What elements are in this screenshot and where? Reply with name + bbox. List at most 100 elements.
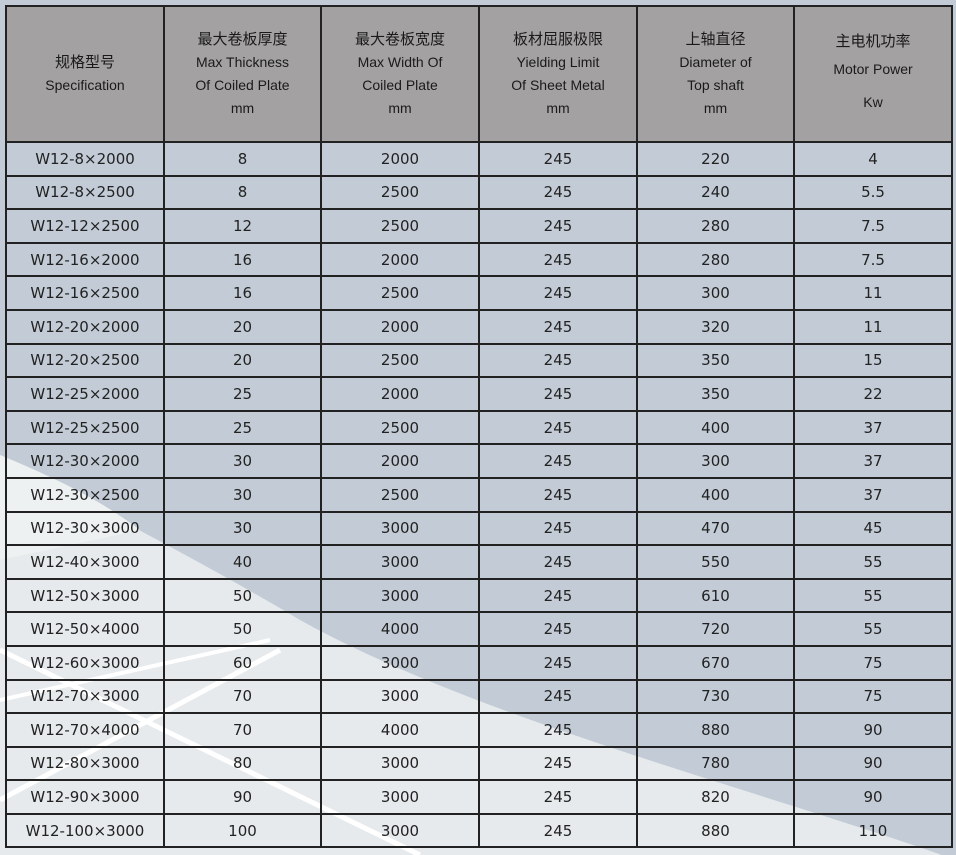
cell-yielding-limit: 245 [478, 376, 638, 412]
cell-specification: W12-30×2500 [5, 476, 165, 513]
cell-yielding-limit: 245 [478, 275, 638, 311]
table-row: W12-80×3000 80 3000 245 780 90 [5, 745, 953, 782]
cell-specification: W12-80×3000 [5, 745, 165, 782]
cell-specification: W12-90×3000 [5, 779, 165, 815]
cell-specification: W12-12×2500 [5, 208, 165, 244]
cell-max-width: 3000 [320, 678, 480, 715]
cell-top-shaft-diameter: 880 [636, 712, 795, 748]
table-row: W12-16×2000 16 2000 245 280 7.5 [5, 241, 953, 278]
header-line: Top shaft [687, 77, 744, 93]
cell-max-width: 3000 [320, 745, 480, 782]
header-line: 最大卷板厚度 [197, 31, 288, 48]
cell-motor-power: 55 [793, 611, 953, 647]
cell-top-shaft-diameter: 280 [636, 241, 795, 278]
cell-yielding-limit: 245 [478, 208, 638, 244]
header-top-shaft-diameter: 上轴直径 Diameter of Top shaft mm [636, 5, 795, 143]
table-row: W12-8×2000 8 2000 245 220 4 [5, 141, 953, 177]
cell-max-width: 2500 [320, 208, 480, 244]
cell-max-thickness: 20 [163, 342, 322, 379]
cell-max-width: 2500 [320, 174, 480, 211]
table-row: W12-70×4000 70 4000 245 880 90 [5, 712, 953, 748]
cell-specification: W12-25×2000 [5, 376, 165, 412]
cell-motor-power: 75 [793, 678, 953, 715]
cell-top-shaft-diameter: 720 [636, 611, 795, 647]
cell-motor-power: 4 [793, 141, 953, 177]
header-line: Diameter of [679, 54, 752, 70]
header-motor-power: 主电机功率 Motor Power Kw [793, 5, 953, 143]
cell-yielding-limit: 245 [478, 611, 638, 647]
cell-specification: W12-30×2000 [5, 443, 165, 479]
spec-table: 规格型号 Specification 最大卷板厚度 Max Thickness Of C… [5, 5, 953, 849]
header-line: 最大卷板宽度 [354, 31, 445, 48]
cell-specification: W12-50×3000 [5, 577, 165, 614]
cell-max-thickness: 30 [163, 476, 322, 513]
header-line: Of Coiled Plate [195, 77, 290, 93]
cell-max-thickness: 25 [163, 376, 322, 412]
cell-yielding-limit: 245 [478, 409, 638, 446]
cell-top-shaft-diameter: 880 [636, 812, 795, 849]
header-line: 板材屈服极限 [512, 31, 603, 48]
cell-specification: W12-70×4000 [5, 712, 165, 748]
table-row: W12-12×2500 12 2500 245 280 7.5 [5, 208, 953, 244]
cell-max-thickness: 40 [163, 544, 322, 580]
cell-top-shaft-diameter: 780 [636, 745, 795, 782]
cell-max-width: 4000 [320, 712, 480, 748]
cell-top-shaft-diameter: 470 [636, 510, 795, 547]
table-row: W12-60×3000 60 3000 245 670 75 [5, 644, 953, 681]
cell-max-thickness: 80 [163, 745, 322, 782]
cell-top-shaft-diameter: 820 [636, 779, 795, 815]
header-line: 规格型号 [54, 54, 115, 71]
cell-top-shaft-diameter: 610 [636, 577, 795, 614]
cell-top-shaft-diameter: 730 [636, 678, 795, 715]
table-row: W12-8×2500 8 2500 245 240 5.5 [5, 174, 953, 211]
table-row: W12-50×4000 50 4000 245 720 55 [5, 611, 953, 647]
cell-top-shaft-diameter: 350 [636, 376, 795, 412]
table-row: W12-30×3000 30 3000 245 470 45 [5, 510, 953, 547]
cell-max-width: 3000 [320, 510, 480, 547]
cell-yielding-limit: 245 [478, 476, 638, 513]
cell-specification: W12-20×2500 [5, 342, 165, 379]
cell-yielding-limit: 245 [478, 812, 638, 849]
cell-max-width: 4000 [320, 611, 480, 647]
cell-top-shaft-diameter: 280 [636, 208, 795, 244]
table-row: W12-50×3000 50 3000 245 610 55 [5, 577, 953, 614]
table-row: W12-100×3000 100 3000 245 880 110 [5, 812, 953, 849]
cell-specification: W12-8×2500 [5, 174, 165, 211]
cell-yielding-limit: 245 [478, 577, 638, 614]
cell-max-thickness: 8 [163, 141, 322, 177]
table-row: W12-20×2000 20 2000 245 320 11 [5, 308, 953, 345]
cell-top-shaft-diameter: 220 [636, 141, 795, 177]
cell-specification: W12-50×4000 [5, 611, 165, 647]
cell-max-width: 2500 [320, 476, 480, 513]
cell-max-thickness: 8 [163, 174, 322, 211]
cell-max-thickness: 70 [163, 678, 322, 715]
cell-motor-power: 45 [793, 510, 953, 547]
cell-yielding-limit: 245 [478, 678, 638, 715]
cell-specification: W12-25×2500 [5, 409, 165, 446]
cell-top-shaft-diameter: 300 [636, 443, 795, 479]
cell-max-width: 2000 [320, 376, 480, 412]
header-line: 上轴直径 [685, 31, 746, 48]
cell-yielding-limit: 245 [478, 174, 638, 211]
cell-max-thickness: 12 [163, 208, 322, 244]
cell-max-thickness: 70 [163, 712, 322, 748]
cell-motor-power: 55 [793, 577, 953, 614]
cell-yielding-limit: 245 [478, 644, 638, 681]
cell-yielding-limit: 245 [478, 443, 638, 479]
cell-max-width: 2000 [320, 241, 480, 278]
header-line: mm [703, 100, 728, 116]
cell-max-width: 2500 [320, 342, 480, 379]
cell-specification: W12-40×3000 [5, 544, 165, 580]
cell-specification: W12-8×2000 [5, 141, 165, 177]
header-line: mm [546, 100, 570, 116]
cell-specification: W12-30×3000 [5, 510, 165, 547]
cell-max-thickness: 50 [163, 611, 322, 647]
cell-motor-power: 90 [793, 745, 953, 782]
cell-motor-power: 11 [793, 275, 953, 311]
cell-specification: W12-16×2500 [5, 275, 165, 311]
header-line: Motor Power [833, 60, 913, 77]
table-row: W12-30×2000 30 2000 245 300 37 [5, 443, 953, 479]
cell-yielding-limit: 245 [478, 241, 638, 278]
cell-max-thickness: 100 [163, 812, 322, 849]
cell-yielding-limit: 245 [478, 745, 638, 782]
